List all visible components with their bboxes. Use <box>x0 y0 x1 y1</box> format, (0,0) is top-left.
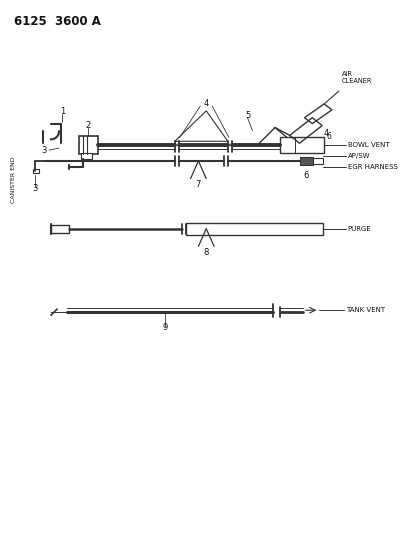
Text: 7: 7 <box>196 180 201 189</box>
Bar <box>299 157 313 165</box>
Text: 6: 6 <box>304 171 309 180</box>
Text: 4: 4 <box>204 100 209 108</box>
Bar <box>79 136 98 154</box>
Text: AP/SW: AP/SW <box>348 153 370 159</box>
Bar <box>280 138 324 153</box>
Text: PURGE: PURGE <box>348 225 371 232</box>
Bar <box>313 158 323 164</box>
Bar <box>80 153 92 159</box>
Bar <box>33 169 39 173</box>
Text: 6: 6 <box>326 132 331 141</box>
Text: AIR
CLEANER: AIR CLEANER <box>342 71 372 84</box>
Text: 4: 4 <box>324 129 329 138</box>
Bar <box>186 223 323 235</box>
Text: 8: 8 <box>204 248 209 257</box>
Text: CANISTER END: CANISTER END <box>11 156 16 203</box>
Bar <box>51 225 69 232</box>
Text: 6125  3600 A: 6125 3600 A <box>14 15 101 28</box>
Text: 9: 9 <box>162 324 168 333</box>
Text: 3: 3 <box>33 184 38 193</box>
Text: EGR HARNESS: EGR HARNESS <box>348 164 397 170</box>
Text: 3: 3 <box>42 146 47 155</box>
Text: 2: 2 <box>86 121 91 130</box>
Text: BOWL VENT: BOWL VENT <box>348 142 389 148</box>
Text: 1: 1 <box>60 107 65 116</box>
Text: TANK VENT: TANK VENT <box>346 307 385 313</box>
Text: 5: 5 <box>245 111 250 120</box>
